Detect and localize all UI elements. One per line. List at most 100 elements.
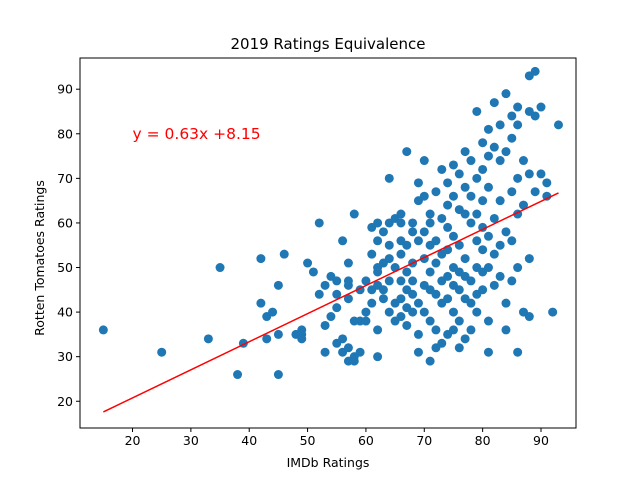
data-point: [513, 347, 523, 357]
data-point: [460, 254, 470, 264]
y-axis-ticks: 20 30 40 50 60 70 80 90: [57, 82, 80, 409]
data-point: [396, 312, 406, 322]
data-point: [413, 178, 423, 188]
data-point: [513, 102, 523, 112]
x-axis-ticks: 20 30 40 50 60 70 80 90: [125, 428, 549, 448]
data-point: [408, 218, 418, 228]
data-point: [495, 196, 505, 206]
data-point: [431, 236, 441, 246]
data-point: [320, 347, 330, 357]
data-point: [489, 213, 499, 223]
data-point: [402, 267, 412, 277]
data-point: [478, 196, 488, 206]
data-point: [320, 280, 330, 290]
data-point: [495, 271, 505, 281]
data-point: [478, 138, 488, 148]
data-point: [402, 320, 412, 330]
data-point: [396, 276, 406, 286]
data-point: [349, 209, 359, 219]
x-tick-label: 20: [125, 433, 141, 448]
data-point: [367, 249, 377, 259]
data-point: [443, 178, 453, 188]
data-point: [373, 236, 383, 246]
data-point: [343, 258, 353, 268]
data-point: [524, 254, 534, 264]
data-point: [425, 267, 435, 277]
data-point: [396, 294, 406, 304]
data-point: [349, 356, 359, 366]
y-tick-label: 80: [57, 126, 73, 141]
data-point: [501, 325, 511, 335]
data-point: [437, 213, 447, 223]
x-tick-label: 50: [300, 433, 316, 448]
data-point: [361, 307, 371, 317]
data-point: [478, 285, 488, 295]
regression-equation: y = 0.63x +8.15: [133, 125, 261, 143]
data-point: [437, 338, 447, 348]
data-point: [373, 352, 383, 362]
data-point: [408, 307, 418, 317]
data-point: [513, 120, 523, 130]
y-axis-label: Rotten Tomatoes Ratings: [32, 180, 47, 336]
data-point: [431, 187, 441, 197]
data-point: [273, 329, 283, 339]
data-point: [343, 343, 353, 353]
data-point: [507, 276, 517, 286]
data-point: [454, 285, 464, 295]
data-point: [314, 218, 324, 228]
data-point: [495, 240, 505, 250]
data-point: [384, 254, 394, 264]
data-point: [338, 236, 348, 246]
data-point: [314, 289, 324, 299]
data-point: [408, 227, 418, 237]
data-point: [431, 289, 441, 299]
data-point: [425, 356, 435, 366]
data-point: [483, 151, 493, 161]
data-point: [472, 173, 482, 183]
data-point: [343, 276, 353, 286]
data-point: [361, 316, 371, 326]
data-point: [431, 325, 441, 335]
data-point: [378, 227, 388, 237]
data-point: [513, 173, 523, 183]
data-point: [443, 200, 453, 210]
data-point: [466, 191, 476, 201]
data-point: [472, 209, 482, 219]
data-point: [507, 133, 517, 143]
data-point: [373, 325, 383, 335]
data-point: [501, 147, 511, 157]
data-point: [431, 258, 441, 268]
data-point: [384, 240, 394, 250]
data-point: [483, 124, 493, 134]
data-point: [542, 178, 552, 188]
data-point: [483, 182, 493, 192]
data-point: [448, 231, 458, 241]
data-point: [530, 187, 540, 197]
data-point: [367, 298, 377, 308]
chart-title: 2019 Ratings Equivalence: [230, 35, 425, 53]
data-point: [501, 89, 511, 99]
data-point: [507, 236, 517, 246]
data-point: [419, 191, 429, 201]
x-tick-label: 80: [475, 433, 491, 448]
data-point: [460, 209, 470, 219]
data-point: [384, 276, 394, 286]
x-tick-label: 60: [358, 433, 374, 448]
data-point: [448, 160, 458, 170]
data-point: [524, 169, 534, 179]
data-point: [320, 320, 330, 330]
data-point: [448, 325, 458, 335]
data-point: [378, 294, 388, 304]
data-point: [268, 307, 278, 317]
data-point: [483, 316, 493, 326]
data-point: [279, 249, 289, 259]
data-point: [373, 267, 383, 277]
data-point: [542, 191, 552, 201]
data-point: [460, 334, 470, 344]
x-tick-label: 70: [416, 433, 432, 448]
data-point: [472, 236, 482, 246]
data-point: [262, 334, 272, 344]
data-point: [425, 218, 435, 228]
